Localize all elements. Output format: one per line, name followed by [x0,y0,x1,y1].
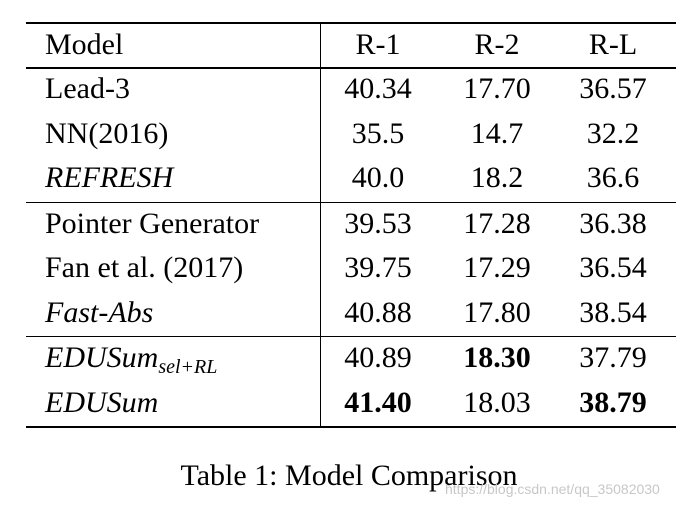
cell-text: REFRESH [45,161,174,194]
cell-value: R-L [588,28,638,61]
cell-value: 39.75 [344,251,412,284]
cell-value: 41.40 [344,386,412,420]
cell-value: 18.2 [470,161,524,194]
cell-value: 40.89 [344,341,412,374]
caption: Table 1: Model Comparison [180,459,518,492]
cell-value: 35.5 [351,116,405,150]
row-label: Fast-Abs [45,296,153,330]
cell-value: 37.79 [579,341,647,374]
row-label: Lead-3 [45,72,130,105]
cell-value: 32.2 [586,116,640,150]
cell-text: 38.79 [579,385,647,419]
rule [26,202,676,203]
cell-value: 36.6 [586,161,640,194]
cell-value: 40.88 [344,295,412,329]
column-divider [320,202,321,337]
cell-value: 18.03 [463,385,531,419]
cell-text: EDUSum [45,341,159,374]
cell-text: 18.30 [463,341,531,374]
column-divider [320,336,321,426]
cell-value: R-1 [355,28,401,61]
subscript: sel+RL [158,356,218,378]
row-label: Model [45,28,124,61]
cell-value: 38.54 [579,295,647,329]
cell-value: 14.7 [470,116,524,150]
cell-text: 41.40 [344,385,412,419]
cell-text: EDUSum [45,385,159,419]
cell-value: 38.79 [579,386,647,420]
cell-value: 17.28 [463,206,531,240]
column-divider [320,22,321,68]
cell-text: Fast-Abs [45,295,154,329]
row-label: EDUSum [45,386,158,420]
rule [26,67,676,69]
cell-value: 17.80 [463,295,531,329]
cell-value: 36.54 [579,251,647,284]
rule [26,426,676,428]
cell-value: R-2 [474,28,520,61]
cell-value: 39.53 [344,206,412,240]
cell-value: 18.30 [463,341,531,375]
column-divider [320,67,321,202]
rule [26,336,676,337]
cell-value: 40.0 [351,161,405,194]
cell-value: 17.70 [463,72,531,105]
cell-value: 36.57 [579,72,647,105]
row-label: NN(2016) [45,116,169,150]
cell-value: 36.38 [579,206,647,240]
rule [26,22,676,24]
row-label: Fan et al. (2017) [45,251,244,284]
cell-value: 40.34 [344,72,412,105]
watermark: https://blog.csdn.net/qq_35082030 [445,481,660,497]
cell-value: 17.29 [463,251,531,284]
row-label: EDUSumsel+RL [45,341,217,384]
row-label: Pointer Generator [45,206,260,240]
row-label: REFRESH [45,161,173,195]
